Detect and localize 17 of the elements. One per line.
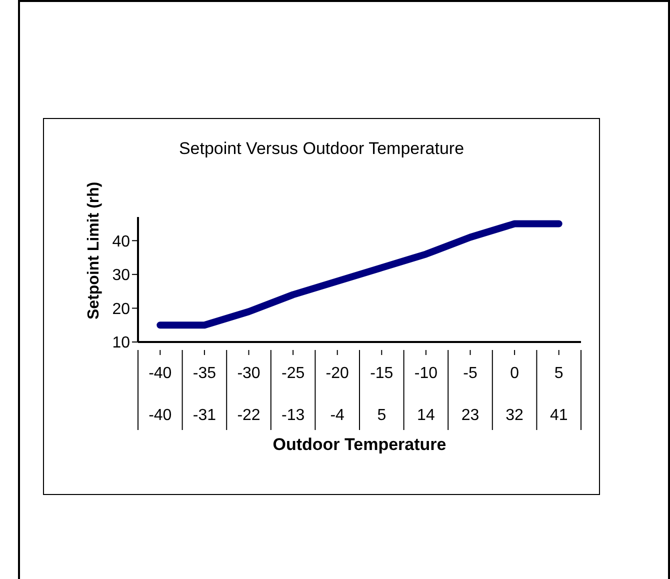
category-label: -10 14: [414, 365, 438, 424]
category-label: 5 41: [550, 365, 568, 424]
y-tick-label: 40: [112, 233, 130, 250]
y-tick-label: 20: [112, 300, 130, 318]
category-label: 0 32: [506, 365, 524, 424]
category-label: -15 5: [370, 365, 394, 424]
category-label: -25 -13: [281, 365, 305, 424]
y-tick-label: 10: [112, 334, 130, 352]
category-label: -30 -22: [237, 365, 260, 424]
category-label: -35 -31: [192, 365, 216, 424]
category-label: -40 -40: [148, 365, 172, 424]
chart-title: Setpoint Versus Outdoor Temperature: [178, 139, 466, 159]
category-label: -20 -4: [326, 365, 349, 424]
y-axis-title: Setpoint Limit (rh): [86, 182, 103, 320]
category-label: -5 23: [461, 365, 480, 424]
x-axis-title: Outdoor Temperature: [272, 435, 448, 455]
y-tick-label: 30: [112, 267, 130, 284]
